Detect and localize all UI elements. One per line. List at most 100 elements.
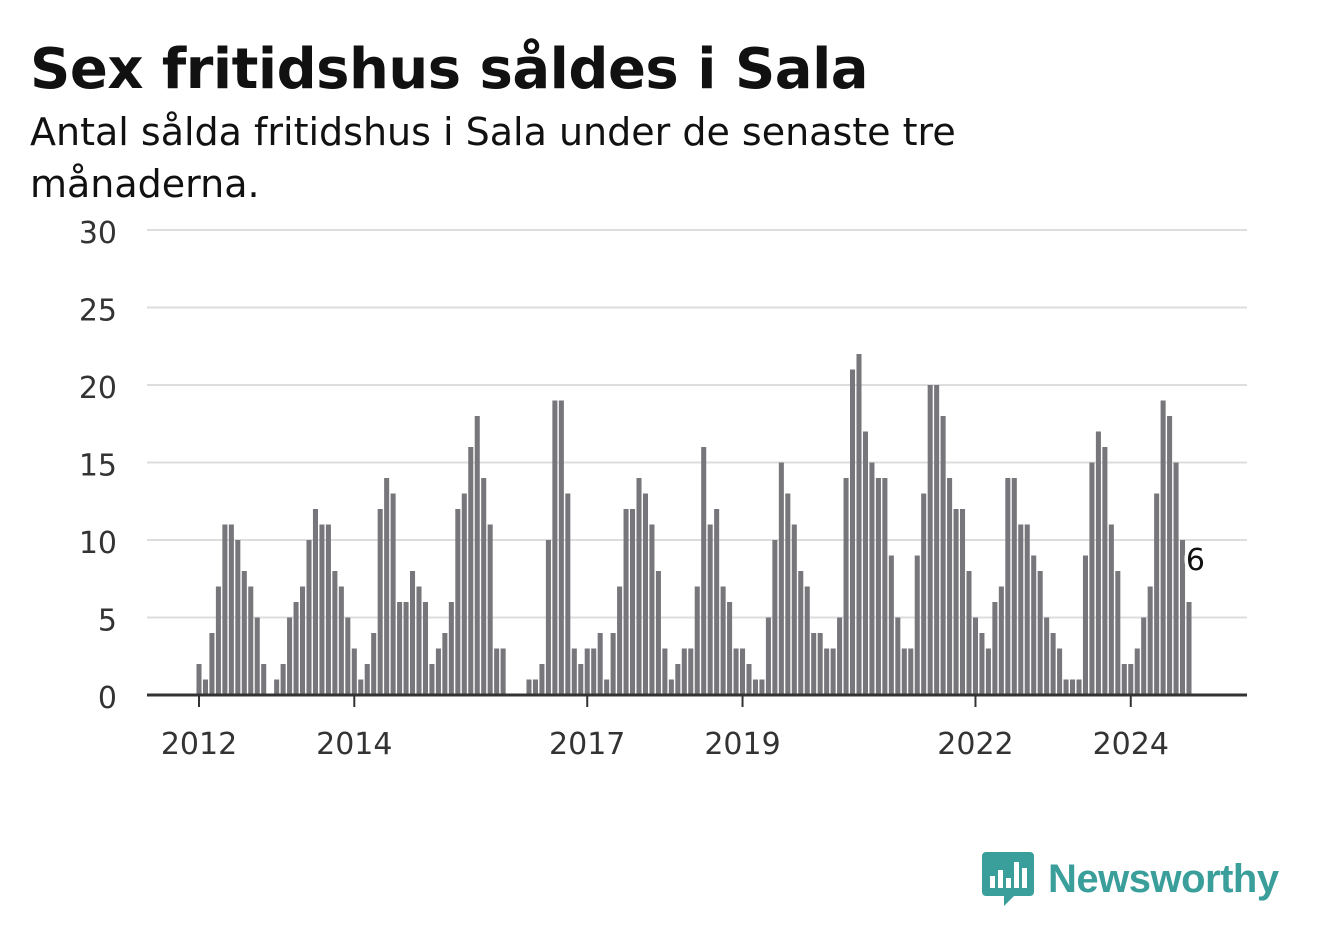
bar [720,586,726,695]
bar [410,571,416,695]
bar [1050,633,1056,695]
bar [960,509,966,695]
bar [280,664,286,695]
bar [222,524,228,695]
bar [300,586,306,695]
y-tick-label: 20 [79,371,117,406]
bar [966,571,972,695]
bar [714,509,720,695]
bar [274,679,280,695]
bar [1180,540,1186,695]
bar [455,509,461,695]
bar [759,679,765,695]
bar [804,586,810,695]
bar [416,586,422,695]
x-tick-label: 2014 [316,727,392,762]
bar [908,648,914,695]
bar [1108,524,1114,695]
bar [1031,555,1037,695]
bar [312,509,318,695]
bar [384,478,390,695]
bar [209,633,215,695]
bar [623,509,629,695]
bar-chart: 0 5 10 15 20 25 30 2012 2014 2017 2019 2022 2024 6 [79,216,1247,762]
bar [532,679,538,695]
y-tick-label: 25 [79,294,117,329]
bar [494,648,500,695]
bar [869,462,875,695]
bar [422,602,428,695]
bar [921,493,927,695]
x-tick-label: 2019 [704,727,780,762]
bar [481,478,487,695]
bar [604,679,610,695]
bar [798,571,804,695]
bar [565,493,571,695]
bar [940,416,946,695]
bar [429,664,435,695]
bar [934,385,940,695]
bar [435,648,441,695]
bar [785,493,791,695]
y-tick-label: 15 [79,449,117,484]
bar [371,633,377,695]
bar [856,354,862,695]
bar [875,478,881,695]
bar [882,478,888,695]
bar [1018,524,1024,695]
bar [817,633,823,695]
highlight-value-label: 6 [1186,543,1205,578]
bar [630,509,636,695]
bar [778,462,784,695]
bar [1089,462,1095,695]
bar [552,400,558,695]
bar [377,509,383,695]
bar [636,478,642,695]
bar [358,679,364,695]
bar [953,509,959,695]
bar [196,664,202,695]
bar [765,617,771,695]
bar [985,648,991,695]
bar [584,648,590,695]
bar [397,602,403,695]
bar [901,648,907,695]
bar [642,493,648,695]
bar [927,385,933,695]
bar [791,524,797,695]
bar [992,602,998,695]
bar [824,648,830,695]
bar [571,648,577,695]
bar [202,679,208,695]
bar [740,648,746,695]
newsworthy-logo: Newsworthy [980,848,1279,910]
bar [998,586,1004,695]
bar [254,617,260,695]
bar [707,524,713,695]
bar [332,571,338,695]
bar [675,664,681,695]
bar [526,679,532,695]
bar [752,679,758,695]
bar [500,648,506,695]
bar [487,524,493,695]
bar [972,617,978,695]
bar [558,400,564,695]
y-tick-label: 10 [79,526,117,561]
x-tick-label: 2024 [1093,727,1169,762]
bar [597,633,603,695]
y-tick-label: 30 [79,216,117,251]
bar [688,648,694,695]
bar [1115,571,1121,695]
bar [545,540,551,695]
bar [261,664,267,695]
bar [701,447,707,695]
bar [1095,431,1101,695]
bar [655,571,661,695]
bar [1070,679,1076,695]
bar [888,555,894,695]
bar [1154,493,1160,695]
bar [591,648,597,695]
bar [461,493,467,695]
bar [215,586,221,695]
